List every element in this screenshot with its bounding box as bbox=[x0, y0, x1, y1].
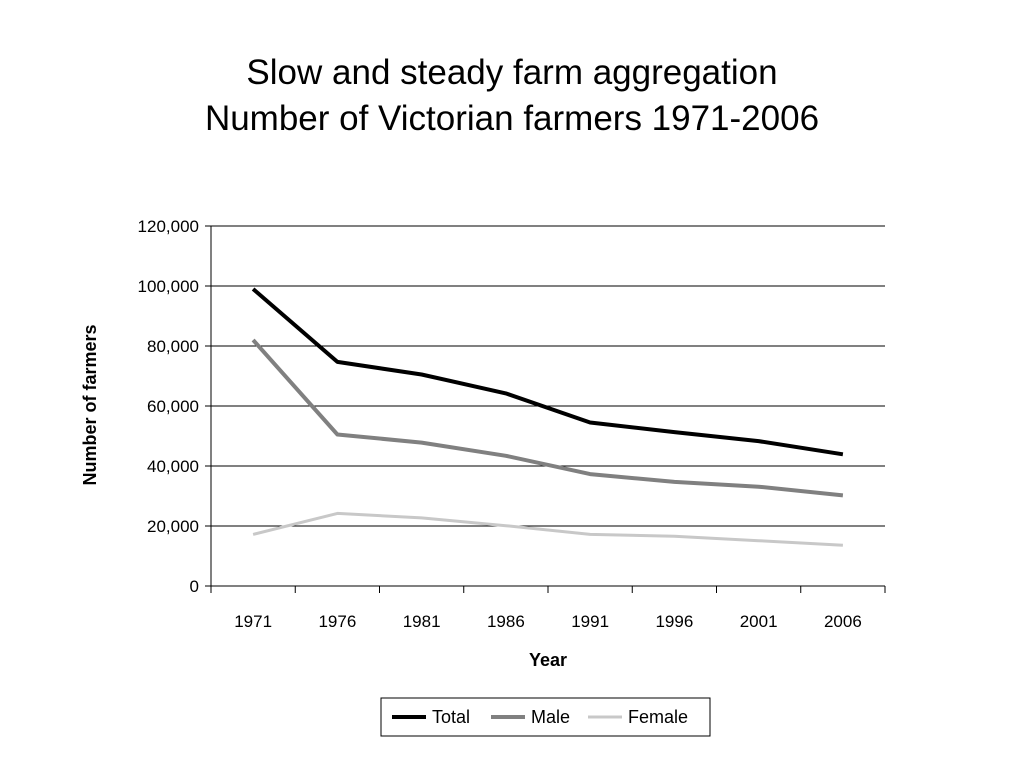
y-tick-label: 120,000 bbox=[138, 217, 199, 236]
axes bbox=[205, 225, 886, 593]
x-tick-label: 1976 bbox=[318, 612, 356, 631]
legend-box bbox=[380, 697, 711, 737]
x-tick-label: 2006 bbox=[824, 612, 862, 631]
legend-label-female: Female bbox=[628, 707, 688, 727]
x-tick-label: 1971 bbox=[234, 612, 272, 631]
y-tick-label: 80,000 bbox=[147, 337, 199, 356]
x-tick-label: 1986 bbox=[487, 612, 525, 631]
y-tick-label: 40,000 bbox=[147, 457, 199, 476]
y-tick-label: 100,000 bbox=[138, 277, 199, 296]
series-line-total bbox=[251, 287, 844, 457]
y-tick-label: 60,000 bbox=[147, 397, 199, 416]
x-axis-label: Year bbox=[529, 650, 567, 670]
legend: Total Male Female bbox=[380, 697, 711, 737]
gridlines bbox=[211, 225, 885, 527]
y-tick-label: 20,000 bbox=[147, 517, 199, 536]
chart-title: Slow and steady farm aggregation bbox=[246, 53, 778, 92]
series-line-male bbox=[251, 338, 844, 498]
y-axis-label: Number of farmers bbox=[80, 324, 100, 485]
chart-subtitle: Number of Victorian farmers 1971-2006 bbox=[204, 99, 820, 138]
legend-label-total: Total bbox=[432, 707, 470, 727]
x-tick-label: 2001 bbox=[740, 612, 778, 631]
x-tick-labels: 1971 1976 1981 1986 1991 1996 2001 2006 bbox=[234, 612, 862, 631]
series-lines bbox=[251, 287, 844, 547]
x-tick-label: 1991 bbox=[571, 612, 609, 631]
y-tick-label: 0 bbox=[190, 577, 199, 596]
y-tick-labels: 0 20,000 40,000 60,000 80,000 100,000 120,000 bbox=[138, 217, 199, 596]
legend-label-male: Male bbox=[531, 707, 570, 727]
x-tick-label: 1996 bbox=[655, 612, 693, 631]
chart-title-block: Slow and steady farm aggregation Number … bbox=[0, 50, 1024, 142]
x-tick-label: 1981 bbox=[403, 612, 441, 631]
series-line-female bbox=[252, 511, 843, 547]
